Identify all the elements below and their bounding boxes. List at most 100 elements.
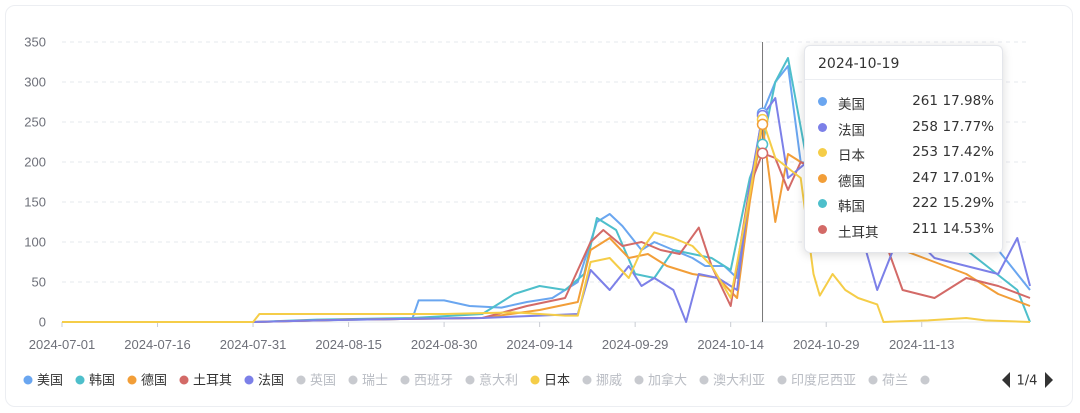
hover-cursor — [756, 42, 769, 322]
legend-dot — [920, 375, 930, 385]
legend-dot — [530, 375, 540, 385]
legend-item[interactable]: 德国 — [127, 374, 168, 389]
tooltip-value: 222 — [912, 195, 938, 212]
legend-dot — [868, 375, 878, 385]
x-tick-label: 2024-10-14 — [697, 337, 764, 352]
legend-dot — [296, 375, 306, 385]
legend-item[interactable] — [920, 375, 930, 385]
legend-label: 德国 — [141, 374, 167, 389]
tooltip-dot — [818, 199, 827, 209]
tooltip-percent: 17.98% — [942, 93, 994, 109]
legend-label: 澳大利亚 — [713, 373, 765, 389]
x-tick-label: 2024-09-14 — [506, 337, 573, 352]
legend-item[interactable]: 美国 — [23, 374, 64, 389]
legend-label: 英国 — [310, 374, 336, 389]
legend-item[interactable]: 土耳其 — [179, 374, 233, 389]
tooltip-dot — [818, 97, 827, 106]
tooltip-dot — [818, 122, 827, 132]
legend-dot — [400, 375, 410, 385]
tooltip-series-name: 土耳其 — [838, 225, 879, 241]
tooltip-percent: 17.42% — [942, 144, 994, 161]
legend-dot — [348, 375, 358, 385]
x-tick-label: 2024-07-31 — [220, 337, 287, 352]
legend-label: 土耳其 — [193, 374, 232, 389]
legend-item[interactable]: 荷兰 — [868, 374, 909, 389]
tooltip-row: 土耳其 211 14.53% — [818, 220, 994, 241]
tooltip-value: 211 — [912, 221, 938, 237]
legend-label: 挪威 — [596, 374, 622, 389]
pager-count: 1/4 — [1017, 374, 1038, 389]
legend-dot — [75, 375, 85, 385]
x-tick-label: 2024-09-29 — [602, 337, 669, 352]
legend-dot — [777, 375, 787, 385]
x-tick-label: 2024-07-16 — [124, 337, 191, 352]
legend-item[interactable]: 挪威 — [582, 374, 623, 389]
legend-label: 韩国 — [89, 374, 115, 389]
legend-dot — [179, 375, 189, 385]
tooltip: 2024-10-19 美国 261 17.98% 法国 258 17.77% 日本 253 17… — [804, 45, 1003, 253]
legend-item[interactable]: 意大利 — [465, 373, 519, 389]
legend-dot — [244, 375, 254, 385]
y-tick-label: 350 — [24, 35, 46, 50]
legend-item[interactable]: 加拿大 — [634, 373, 688, 389]
tooltip-series-name: 德国 — [838, 173, 865, 190]
y-tick-label: 300 — [24, 75, 46, 90]
legend-pager: 1/4 — [1002, 372, 1053, 389]
legend-label: 法国 — [258, 374, 284, 389]
tooltip-percent: 17.77% — [942, 118, 994, 135]
legend-dot — [582, 375, 592, 385]
tooltip-percent: 15.29% — [942, 195, 994, 212]
legend-label: 美国 — [37, 374, 63, 389]
y-tick-label: 200 — [24, 155, 46, 170]
legend-item[interactable]: 澳大利亚 — [699, 373, 766, 389]
legend-dot — [699, 375, 709, 385]
x-tick-label: 2024-08-15 — [315, 337, 382, 352]
legend-label: 意大利 — [479, 373, 518, 389]
y-tick-label: 50 — [32, 275, 46, 290]
legend-item[interactable]: 日本 — [530, 374, 571, 389]
tooltip-dot — [818, 225, 827, 234]
tooltip-value: 261 — [912, 93, 938, 109]
tooltip-value: 253 — [912, 144, 938, 161]
legend-dot — [465, 375, 475, 385]
legend-item[interactable]: 瑞士 — [348, 374, 389, 389]
legend-item[interactable]: 西班牙 — [400, 374, 454, 389]
tooltip-value: 247 — [912, 169, 938, 186]
legend-item[interactable]: 法国 — [244, 374, 285, 389]
y-tick-label: 100 — [24, 235, 46, 250]
tooltip-value: 258 — [912, 118, 938, 135]
legend-item[interactable]: 韩国 — [75, 374, 116, 389]
x-tick-label: 2024-10-29 — [793, 337, 860, 352]
y-axis-ticks: 0 50 100 150 200 250 300 350 — [24, 35, 46, 330]
tooltip-row: 德国 247 17.01% — [818, 169, 994, 190]
legend-label: 荷兰 — [882, 374, 908, 389]
series-line — [62, 118, 1031, 323]
x-axis-ticks: 2024-07-01 2024-07-16 2024-07-31 2024-08-15… — [29, 322, 955, 352]
series-line — [62, 152, 1031, 323]
tooltip-series-name: 法国 — [838, 122, 865, 139]
pager-prev-icon[interactable] — [1002, 372, 1010, 388]
legend-item[interactable]: 英国 — [296, 374, 337, 389]
pager-next-icon[interactable] — [1045, 372, 1053, 388]
x-tick-label: 2024-08-30 — [411, 337, 478, 352]
tooltip-series-name: 美国 — [838, 97, 865, 113]
legend-label: 瑞士 — [362, 374, 388, 389]
x-tick-label: 2024-11-13 — [889, 337, 955, 352]
legend-label: 加拿大 — [648, 373, 687, 389]
tooltip-row: 日本 253 17.42% — [818, 143, 994, 165]
legend-dot — [127, 375, 137, 385]
tooltip-series-name: 日本 — [838, 148, 865, 165]
legend-item[interactable]: 印度尼西亚 — [777, 373, 857, 389]
tooltip-dot — [818, 173, 827, 183]
tooltip-series-name: 韩国 — [838, 199, 865, 216]
legend-dot — [634, 375, 644, 385]
tooltip-percent: 17.01% — [942, 169, 994, 186]
tooltip-row: 韩国 222 15.29% — [818, 194, 994, 216]
tooltip-row: 法国 258 17.77% — [818, 118, 994, 139]
y-tick-label: 150 — [24, 195, 46, 210]
legend[interactable]: 美国 韩国 德国 土耳其 法国 英国 瑞士 西班牙 意大利 日本 挪威 加拿大 澳大利亚 印度尼西亚 荷兰 1… — [23, 372, 1054, 389]
legend-label: 日本 — [544, 374, 570, 389]
y-tick-label: 250 — [24, 115, 46, 130]
tooltip-percent: 14.53% — [942, 221, 994, 237]
legend-label: 西班牙 — [414, 374, 453, 389]
